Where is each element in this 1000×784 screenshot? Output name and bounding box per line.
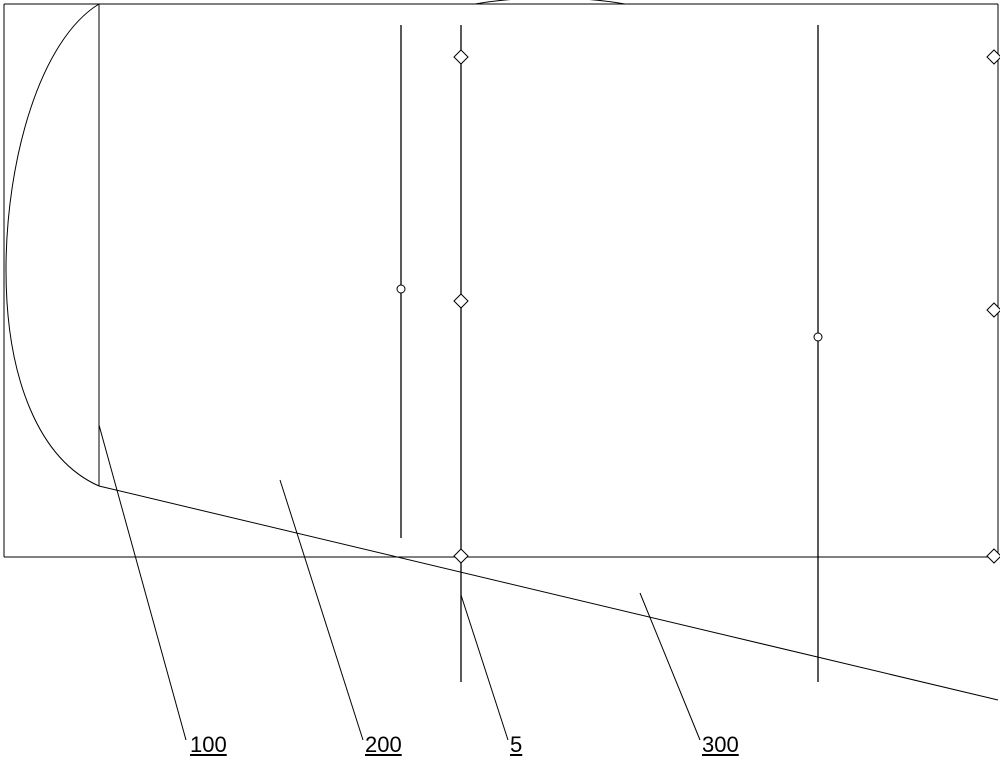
circle-marker-1 xyxy=(397,285,405,293)
diamond-marker-3 xyxy=(454,549,468,563)
leader-line-3 xyxy=(461,595,508,740)
diamond-marker-1 xyxy=(454,50,468,64)
leader-line-2 xyxy=(280,480,363,740)
diagonal-line xyxy=(99,486,998,700)
top-arc xyxy=(475,0,625,4)
callout-label-2: 200 xyxy=(365,732,402,758)
leader-line-1 xyxy=(99,425,186,740)
callout-label-1: 100 xyxy=(190,732,227,758)
circle-marker-2 xyxy=(814,333,822,341)
left-endcap-arc xyxy=(6,4,99,486)
diamond-marker-2 xyxy=(454,294,468,308)
leader-line-4 xyxy=(640,593,700,740)
callout-label-4: 300 xyxy=(702,732,739,758)
callout-label-3: 5 xyxy=(510,732,522,758)
